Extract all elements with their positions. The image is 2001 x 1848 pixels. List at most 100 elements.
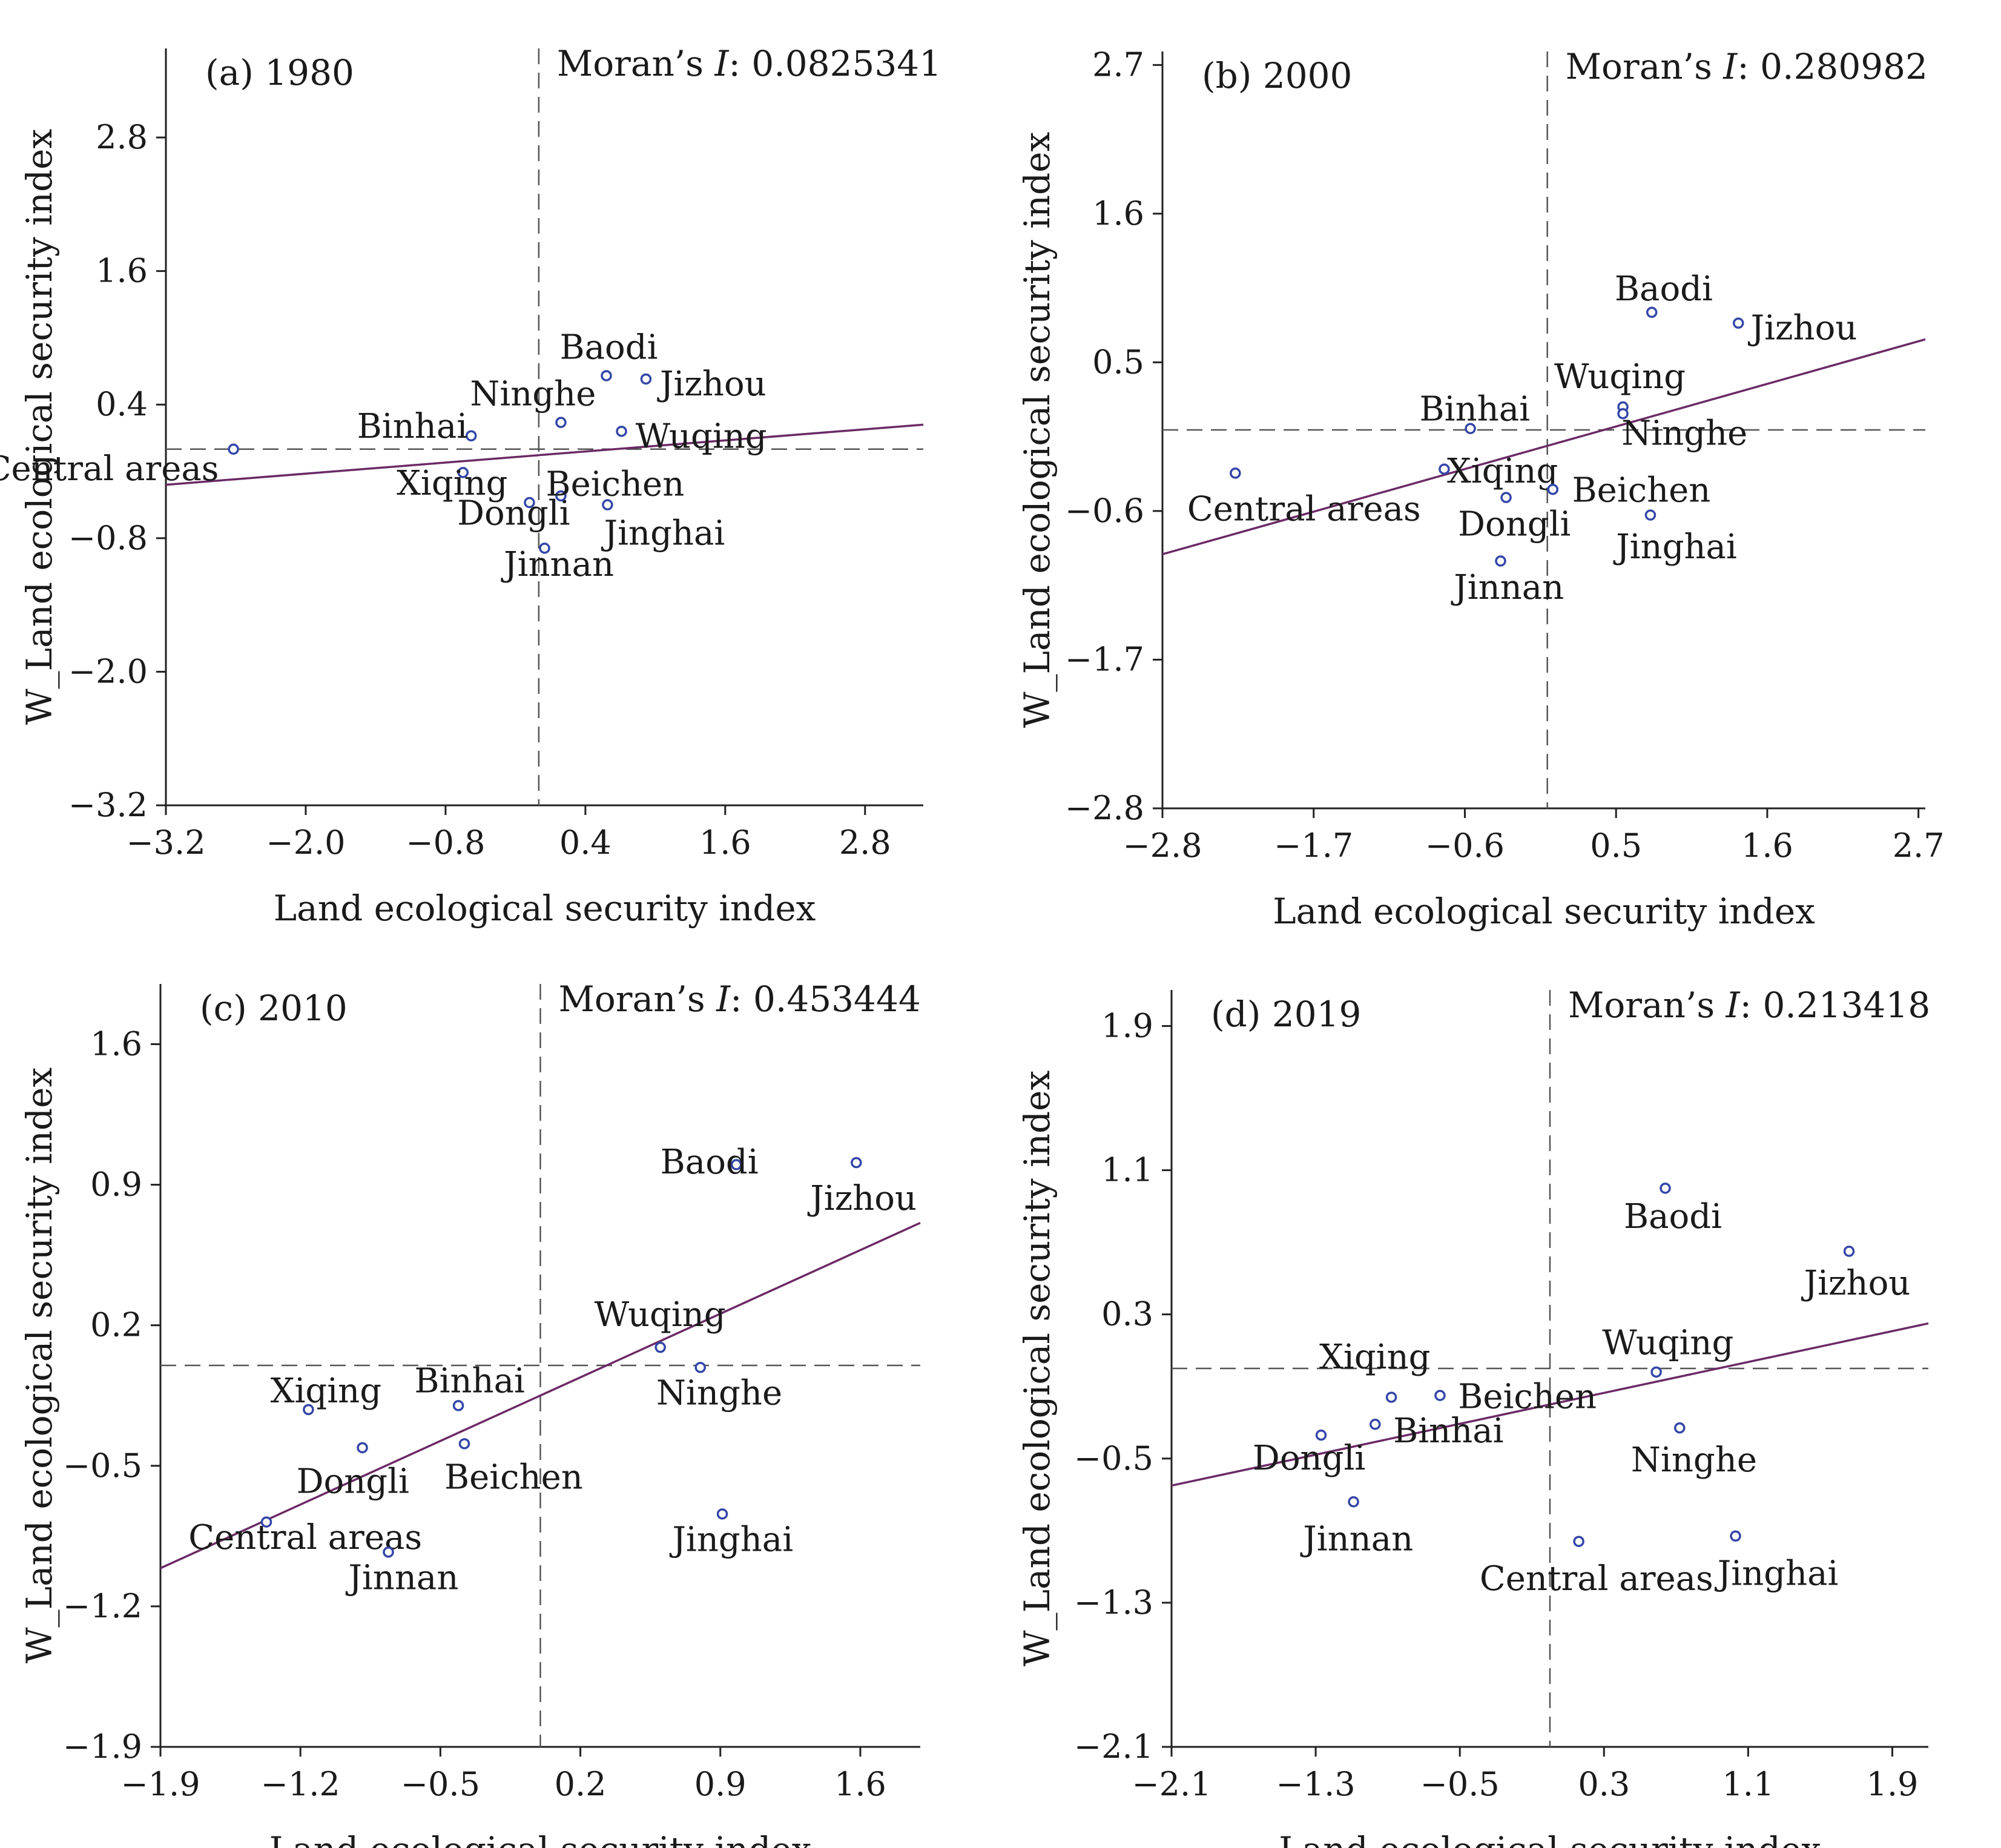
x-tick-label: −0.5 (1420, 1765, 1500, 1803)
point-label: Wuqing (1602, 1323, 1733, 1362)
regression-line (1162, 338, 1926, 556)
data-point (1495, 555, 1506, 567)
moran-value: : 0.0825341 (728, 43, 941, 84)
point-label: Central areas (0, 449, 219, 489)
point-label: Xiqing (397, 464, 507, 503)
moran-symbol: I (716, 978, 731, 1020)
y-tick-label: −1.3 (1074, 1583, 1153, 1622)
data-point (851, 1157, 862, 1169)
data-point (694, 1362, 706, 1373)
point-label: Baodi (661, 1143, 759, 1182)
x-tick-label: −2.8 (1122, 827, 1202, 865)
y-tick-label: 1.6 (1092, 194, 1144, 233)
data-point (1843, 1246, 1855, 1257)
moran-prefix: Moran’s (559, 978, 717, 1020)
moran-prefix: Moran’s (1568, 985, 1726, 1026)
point-label: Jinghai (601, 513, 725, 553)
x-tick-label: 1.9 (1867, 1765, 1919, 1803)
x-tick-label: −1.2 (261, 1765, 340, 1803)
moran-i-label: Moran’s I: 0.213418 (1568, 985, 1930, 1026)
regression-line (160, 1221, 921, 1569)
point-label: Central areas (1187, 490, 1421, 529)
x-tick-label: −1.3 (1276, 1765, 1356, 1803)
data-point (260, 1516, 272, 1528)
y-tick-label: −0.6 (1065, 492, 1144, 530)
point-label: Binhai (1393, 1411, 1504, 1451)
data-point (1370, 1419, 1381, 1430)
x-tick-label: 1.6 (834, 1765, 886, 1803)
y-tick-label: 1.6 (96, 252, 148, 290)
y-tick-label: 0.9 (90, 1166, 142, 1204)
data-point (524, 497, 535, 509)
x-axis-title: Land ecological security index (274, 888, 816, 929)
data-point (1617, 408, 1629, 420)
data-point (616, 426, 627, 437)
y-tick-label: 0.2 (90, 1306, 142, 1344)
x-tick-label: 0.2 (555, 1765, 607, 1803)
data-point (640, 373, 652, 385)
data-point (555, 490, 567, 502)
x-tick-label: −1.9 (120, 1765, 200, 1803)
point-label: Ninghe (1621, 414, 1747, 454)
moran-prefix: Moran’s (1566, 46, 1724, 87)
point-label: Wuqing (1554, 357, 1686, 397)
data-point (1348, 1496, 1359, 1508)
data-point (465, 430, 477, 441)
moran-i-label: Moran’s I: 0.0825341 (557, 43, 941, 84)
point-label: Baodi (1624, 1197, 1722, 1236)
data-point (458, 1438, 470, 1450)
data-point (601, 370, 612, 381)
point-label: Wuqing (595, 1295, 726, 1335)
panel-label: (b) 2000 (1202, 55, 1352, 96)
point-label: Baodi (1615, 269, 1713, 309)
y-axis-title: W_Land ecological security index (1017, 132, 1058, 728)
y-axis-title: W_Land ecological security index (19, 129, 60, 725)
moran-i-label: Moran’s I: 0.453444 (559, 978, 921, 1020)
data-point (1650, 1366, 1662, 1378)
x-tick-label: 1.1 (1722, 1765, 1774, 1803)
point-label: Jinghai (1715, 1554, 1839, 1593)
data-point (1674, 1422, 1686, 1434)
y-tick-label: −0.5 (1074, 1439, 1153, 1477)
moran-i-label: Moran’s I: 0.280982 (1566, 46, 1928, 87)
moran-symbol: I (714, 43, 729, 84)
point-label: Baodi (560, 328, 658, 367)
y-tick-label: 0.5 (1092, 343, 1144, 381)
panel-2: −1.9 −1.2 −0.5 0.2 0.9 1.6 1.6 0.9 0.2 −0.5 −1.2 −1… (19, 978, 921, 1848)
x-tick-label: 0.5 (1590, 827, 1642, 865)
x-axis-title: Land ecological security index (269, 1829, 812, 1848)
panel-3: −2.1 −1.3 −0.5 0.3 1.1 1.9 1.9 1.1 0.3 −0.5 −1.3 −2… (1017, 985, 1930, 1848)
point-label: Wuqing (636, 417, 767, 457)
data-point (716, 1508, 728, 1520)
x-tick-label: −0.8 (406, 823, 485, 862)
data-point (1500, 492, 1512, 503)
point-label: Jinnan (1451, 568, 1564, 607)
data-point (1660, 1183, 1671, 1194)
data-point (1573, 1536, 1584, 1547)
panel-1: −2.8 −1.7 −0.6 0.5 1.6 2.7 2.7 1.6 0.5 −0.6 −1.7 −2… (1017, 45, 1944, 932)
panel-label: (a) 1980 (205, 52, 354, 93)
data-point (457, 467, 469, 478)
point-label: Jinghai (1613, 527, 1737, 567)
x-tick-label: 1.6 (699, 823, 751, 862)
x-tick-label: 0.3 (1578, 1765, 1630, 1803)
moran-value: : 0.213418 (1740, 985, 1931, 1026)
point-label: Jinnan (1300, 1520, 1413, 1559)
y-axis-title: W_Land ecological security index (19, 1068, 60, 1663)
point-label: Jinnan (501, 545, 614, 584)
y-tick-label: 2.7 (1092, 45, 1144, 84)
data-point (1644, 509, 1657, 521)
y-tick-label: −3.2 (68, 786, 148, 824)
y-tick-label: −1.2 (63, 1587, 142, 1625)
data-point (555, 417, 567, 428)
regression-line (1171, 1322, 1929, 1487)
point-label: Xiqing (271, 1371, 381, 1411)
data-point (602, 499, 613, 510)
y-tick-label: −2.0 (68, 652, 148, 690)
point-label: Xiqing (1447, 452, 1558, 491)
y-tick-label: −2.1 (1074, 1728, 1153, 1766)
y-tick-label: −0.5 (63, 1447, 142, 1485)
point-label: Binhai (357, 407, 468, 446)
